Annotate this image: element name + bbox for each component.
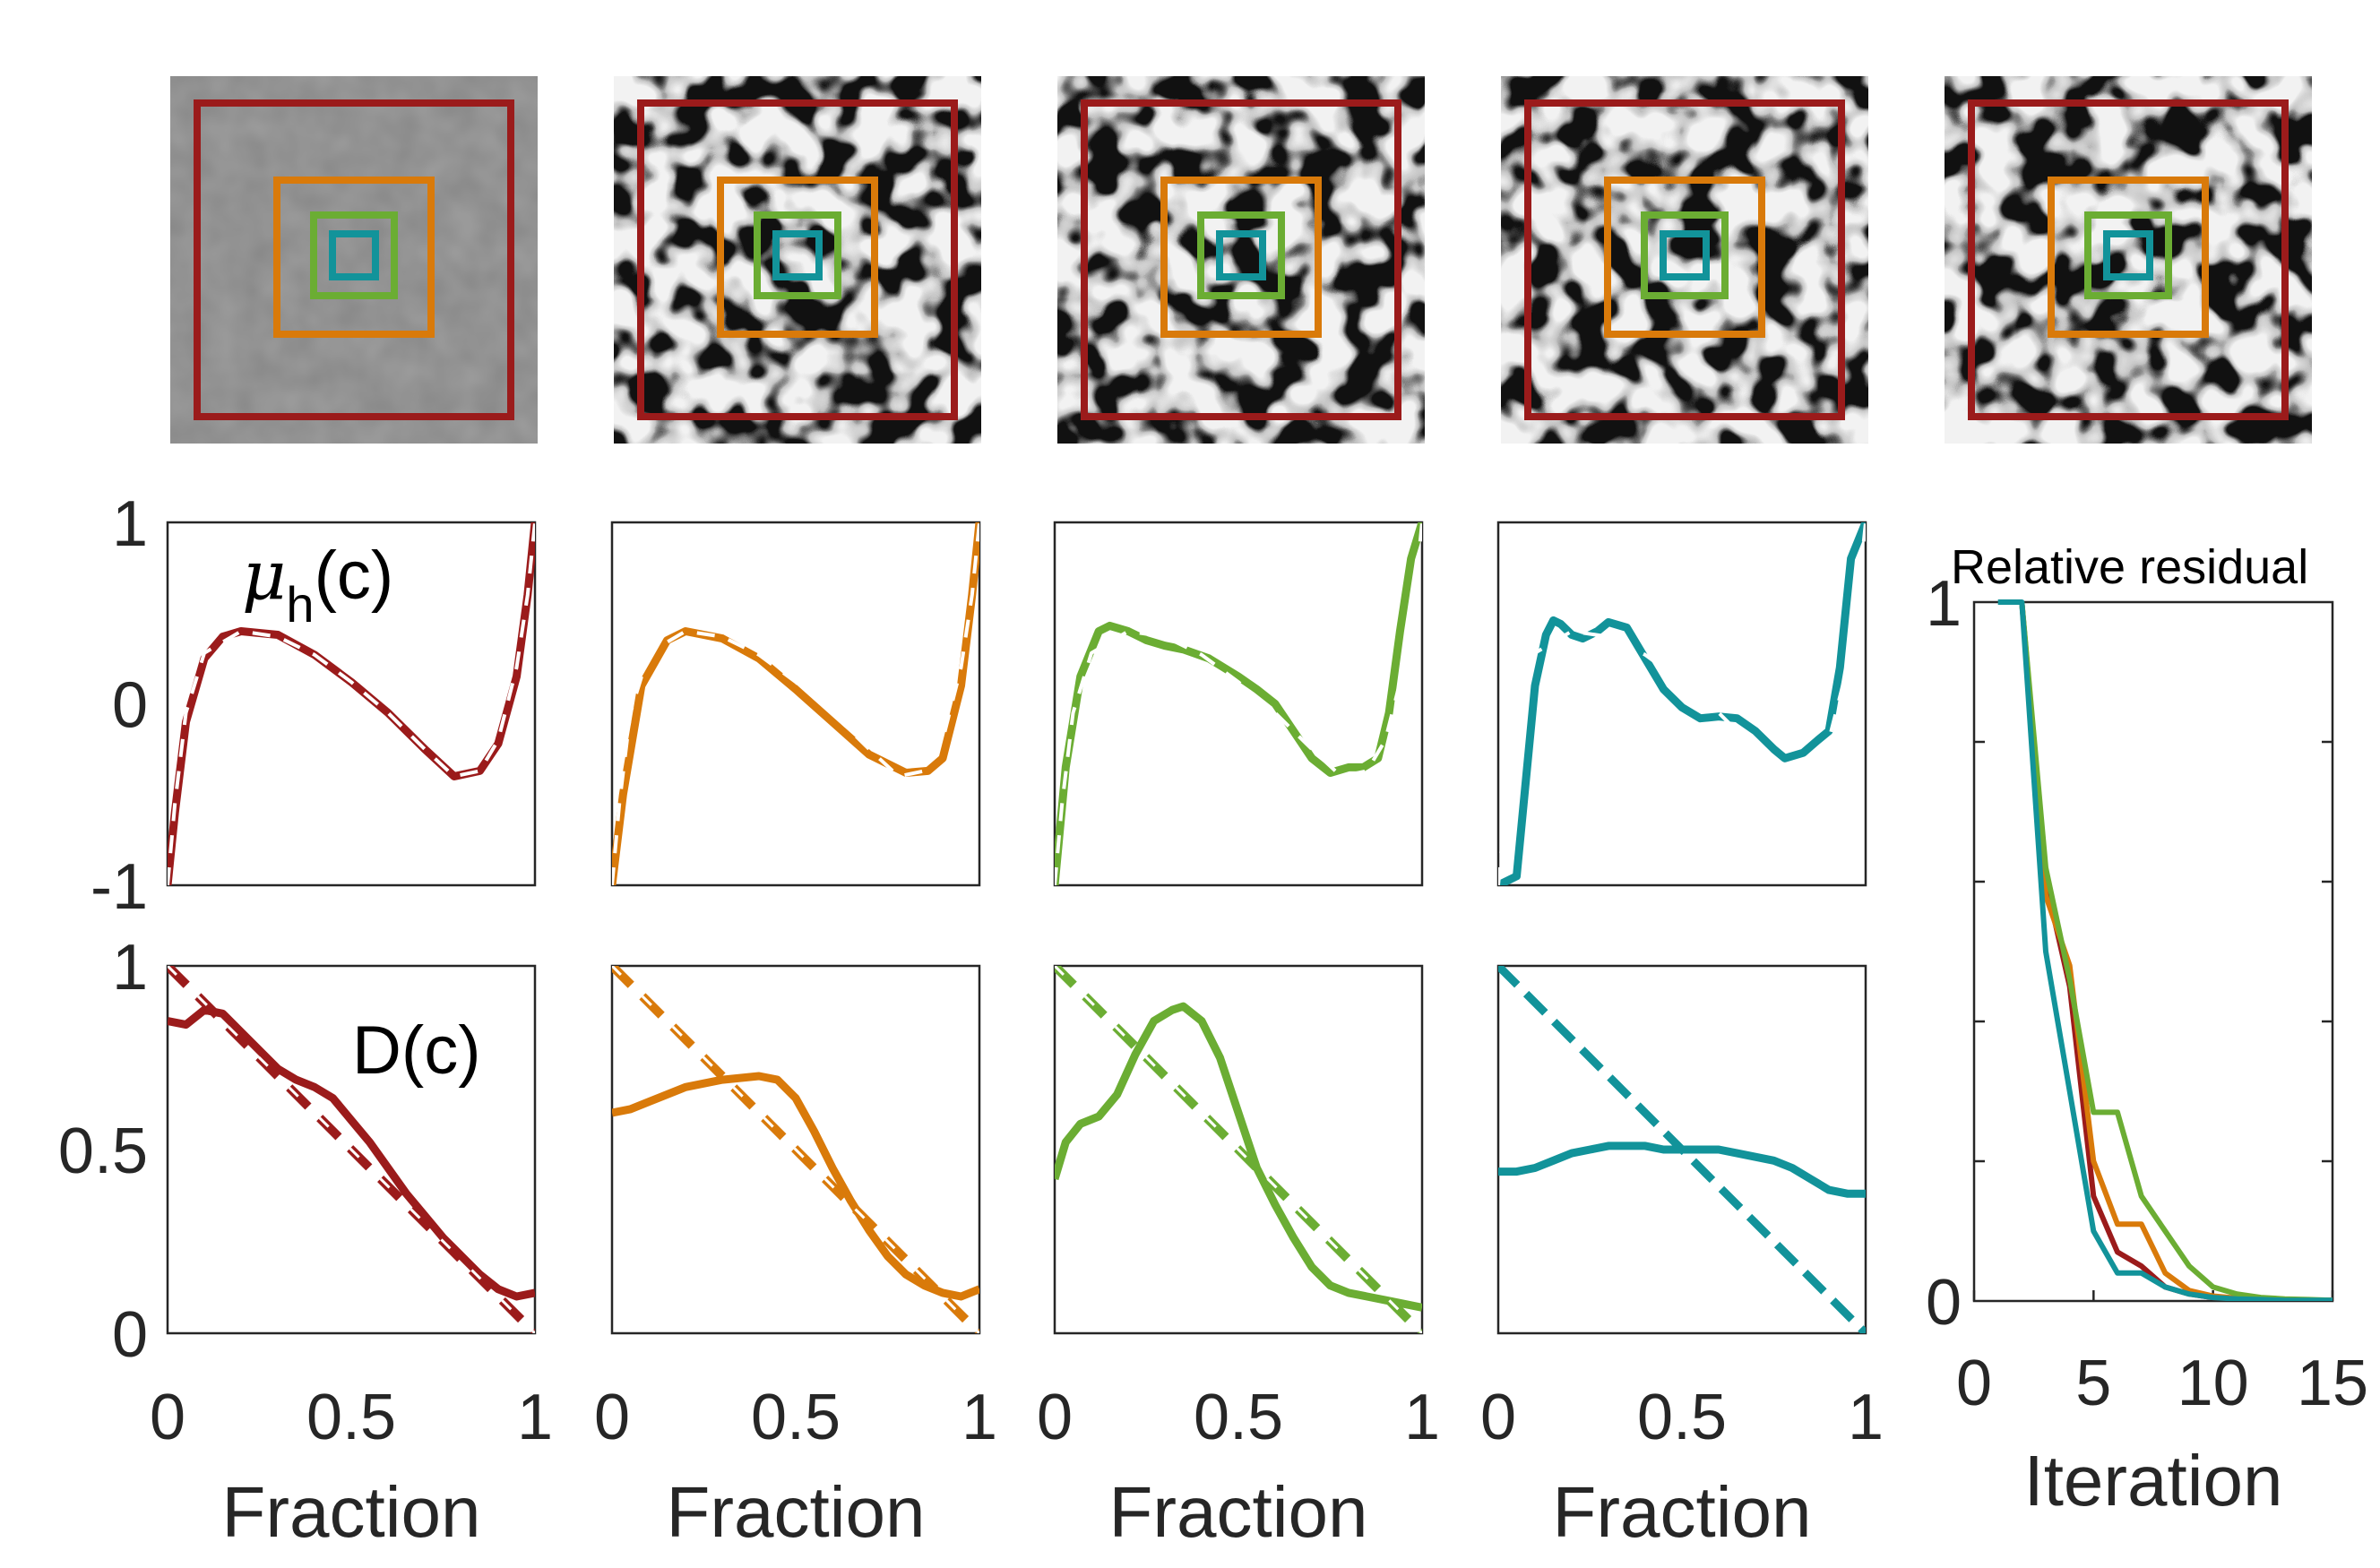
ytick-label: 1: [112, 932, 148, 1004]
large-frame: [194, 99, 514, 420]
series-line-orange: [612, 522, 979, 885]
reference-dashed-line: [168, 522, 535, 885]
large-frame: [1081, 99, 1401, 420]
small-frame: [754, 211, 841, 299]
xtick-label: 5: [2075, 1348, 2111, 1419]
axes-frame: [166, 521, 537, 887]
mu-panel-green: [1053, 521, 1424, 887]
thumbnail-texture: [1945, 76, 2312, 444]
large-frame: [1968, 99, 2289, 420]
xtick-label: 0.5: [1637, 1382, 1727, 1453]
xtick-label: 0.5: [306, 1382, 396, 1453]
xtick-label: 0: [1037, 1382, 1073, 1453]
d-title: D(c): [352, 1012, 481, 1089]
tiny-frame: [1660, 230, 1710, 280]
xtick-label: 1: [961, 1382, 997, 1453]
reference-dashed-line: [1055, 522, 1422, 885]
d-panel-red: 0 0.5 1 Fraction: [150, 964, 553, 1552]
ytick-label: 0: [112, 1299, 148, 1371]
series-line-green: [1055, 522, 1422, 885]
microstructure-thumbnails: [170, 76, 2312, 444]
d-panel-orange: 0 0.5 1 Fraction: [594, 964, 997, 1552]
xtick-label: 10: [2177, 1348, 2249, 1419]
medium-frame: [717, 177, 878, 338]
xtick-label: 0: [150, 1382, 185, 1453]
xaxis-label: Fraction: [667, 1472, 926, 1552]
medium-frame: [1160, 177, 1322, 338]
reference-highlight: [168, 966, 535, 1333]
reference-highlight: [612, 966, 979, 1333]
xaxis-label: Fraction: [1553, 1472, 1812, 1552]
chemical-potential-row: 1 0 -1: [91, 488, 1867, 923]
mu-panel-orange: [610, 521, 981, 887]
thumbnail-2: [614, 76, 981, 444]
xtick-label: 0.5: [751, 1382, 841, 1453]
large-frame: [1524, 99, 1845, 420]
ytick-label: 1: [112, 488, 148, 560]
thumbnail-4: [1501, 76, 1868, 444]
series-line-teal: [1498, 522, 1866, 885]
series-line-green: [1055, 1002, 1422, 1312]
ytick-label: 0: [112, 670, 148, 742]
ytick-label: 1: [1926, 568, 1962, 640]
tiny-frame: [772, 230, 823, 280]
series-line-teal: [1498, 1142, 1866, 1198]
xaxis-label: Iteration: [2023, 1441, 2282, 1521]
thumbnail-5: [1945, 76, 2312, 444]
thumbnail-3: [1057, 76, 1425, 444]
d-panel-teal: 0 0.5 1 Fraction: [1480, 964, 1884, 1552]
thumbnail-texture: [1057, 76, 1425, 444]
xtick-label: 0: [1956, 1348, 1992, 1419]
mu-title: μh(c): [242, 535, 393, 633]
tiny-frame: [2103, 230, 2153, 280]
medium-frame: [1604, 177, 1765, 338]
mu-panel-red: [166, 521, 537, 887]
residual-line-teal: [1997, 599, 2333, 1301]
ytick-label: 0: [1926, 1267, 1962, 1339]
thumbnail-texture: [170, 76, 538, 444]
xaxis-label: Fraction: [222, 1472, 481, 1552]
xtick-label: 1: [1848, 1382, 1884, 1453]
thumbnail-texture: [1501, 76, 1868, 444]
small-frame: [2084, 211, 2172, 299]
xaxis-label: Fraction: [1109, 1472, 1368, 1552]
ytick-label: 0.5: [58, 1116, 148, 1187]
small-frame: [1197, 211, 1285, 299]
residual-title: Relative residual: [1951, 540, 2308, 594]
medium-frame: [273, 177, 435, 338]
small-frame: [310, 211, 398, 299]
reference-highlight: [1055, 966, 1422, 1333]
xtick-label: 0: [1480, 1382, 1516, 1453]
ytick-label: -1: [91, 851, 148, 923]
small-frame: [1641, 211, 1729, 299]
reference-dashed-line: [1498, 522, 1866, 885]
tiny-frame: [329, 230, 379, 280]
thumbnail-texture: [614, 76, 981, 444]
reference-dashed-line: [612, 522, 979, 885]
xtick-label: 1: [517, 1382, 553, 1453]
xtick-label: 0: [594, 1382, 630, 1453]
d-panel-green: 0 0.5 1 Fraction: [1037, 964, 1440, 1552]
mu-panel-teal: [1496, 521, 1867, 887]
xtick-label: 0.5: [1194, 1382, 1283, 1453]
thumbnail-1: [170, 76, 538, 444]
xtick-label: 15: [2297, 1348, 2368, 1419]
axes-frame: [1053, 521, 1424, 887]
xtick-label: 1: [1404, 1382, 1440, 1453]
axes-frame: [610, 521, 981, 887]
large-frame: [637, 99, 958, 420]
medium-frame: [2048, 177, 2209, 338]
tiny-frame: [1216, 230, 1266, 280]
